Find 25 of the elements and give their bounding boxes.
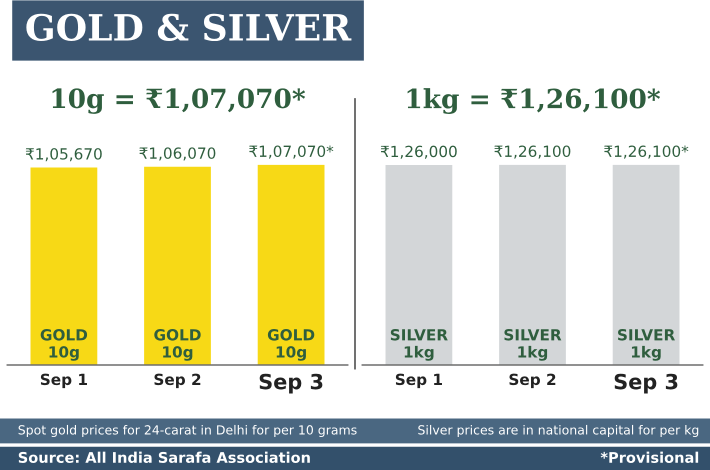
data-label: ₹1,06,070 <box>139 147 216 160</box>
annotation: GOLD 10g <box>40 329 88 361</box>
annotation: GOLD 10g <box>154 329 201 361</box>
chart-title: GOLD & SILVER <box>26 14 352 42</box>
data-label: ₹1,05,670 <box>26 148 102 162</box>
data-label: ₹1,07,070* <box>249 145 334 159</box>
text: Spot gold prices for 24-carat in Delhi for per 10 grams <box>18 424 357 438</box>
data-label: ₹1,26,100* <box>604 145 688 159</box>
x-tick-label: Sep 3 <box>614 374 678 394</box>
text: Silver prices are in national capital for per kg <box>418 424 698 438</box>
x-tick-label: Sep 2 <box>509 374 556 388</box>
chart-subtitle: 1kg = ₹1,26,100* <box>408 88 660 114</box>
annotation: SILVER 1kg <box>504 329 562 361</box>
annotation: SILVER 1kg <box>618 329 675 361</box>
data-label: ₹1,26,000 <box>380 146 457 159</box>
x-tick-label: Sep 3 <box>260 374 322 394</box>
chart-subtitle: 10g = ₹1,07,070* <box>52 88 306 114</box>
x-tick-label: Sep 1 <box>40 374 87 388</box>
x-tick-label: Sep 2 <box>154 374 200 388</box>
x-tick-label: Sep 1 <box>396 374 442 388</box>
annotation: SILVER 1kg <box>390 329 448 361</box>
source-note: Source: All India Sarafa Association <box>18 452 310 463</box>
data-label: ₹1,26,100 <box>494 145 570 159</box>
annotation: GOLD 10g <box>268 329 314 361</box>
text: *Provisional <box>600 452 698 463</box>
